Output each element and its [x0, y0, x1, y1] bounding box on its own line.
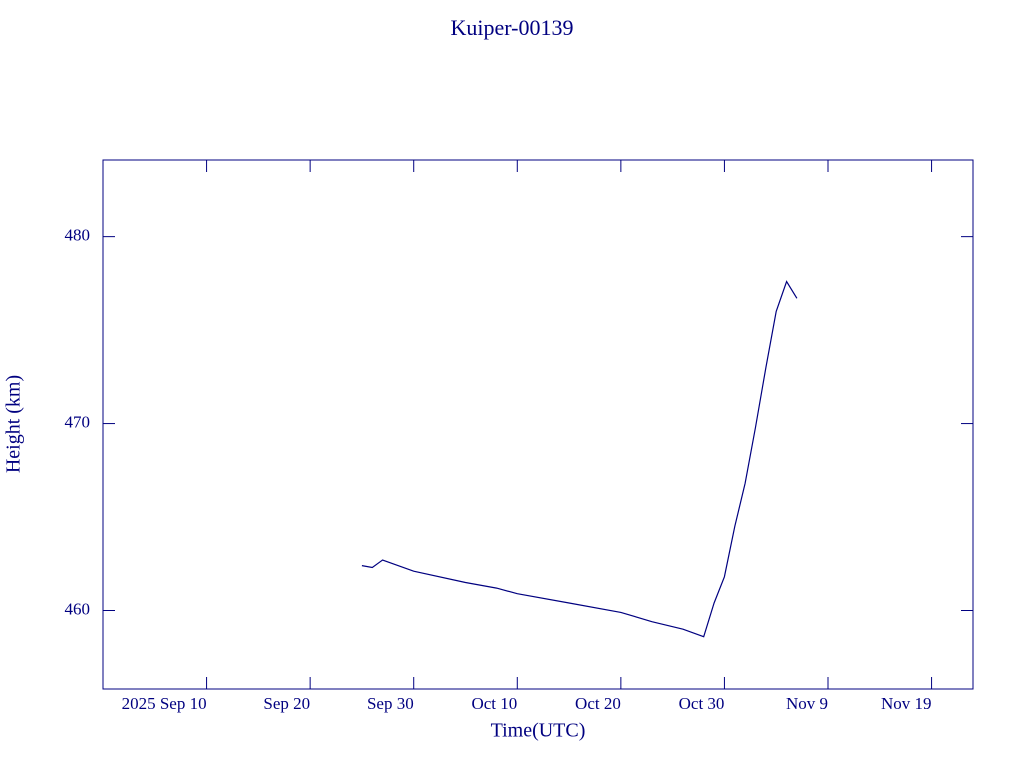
data-line — [361, 280, 798, 638]
x-tick-label: Nov 9 — [786, 694, 828, 713]
y-tick-label: 470 — [65, 412, 91, 431]
x-tick-label: Nov 19 — [881, 694, 932, 713]
x-axis-label: Time(UTC) — [491, 720, 586, 742]
x-tick-label: Sep 30 — [367, 694, 414, 713]
x-tick-label: Oct 10 — [471, 694, 517, 713]
y-tick-label: 480 — [65, 226, 91, 245]
chart-title: Kuiper-00139 — [451, 15, 574, 40]
x-tick-label: 2025 Sep 10 — [122, 694, 207, 713]
x-tick-label: Oct 30 — [679, 694, 725, 713]
x-tick-label: Sep 20 — [263, 694, 310, 713]
x-tick-label: Oct 20 — [575, 694, 621, 713]
plot-frame — [102, 159, 974, 690]
y-tick-label: 460 — [65, 599, 91, 618]
y-axis-label: Height (km) — [3, 375, 25, 473]
